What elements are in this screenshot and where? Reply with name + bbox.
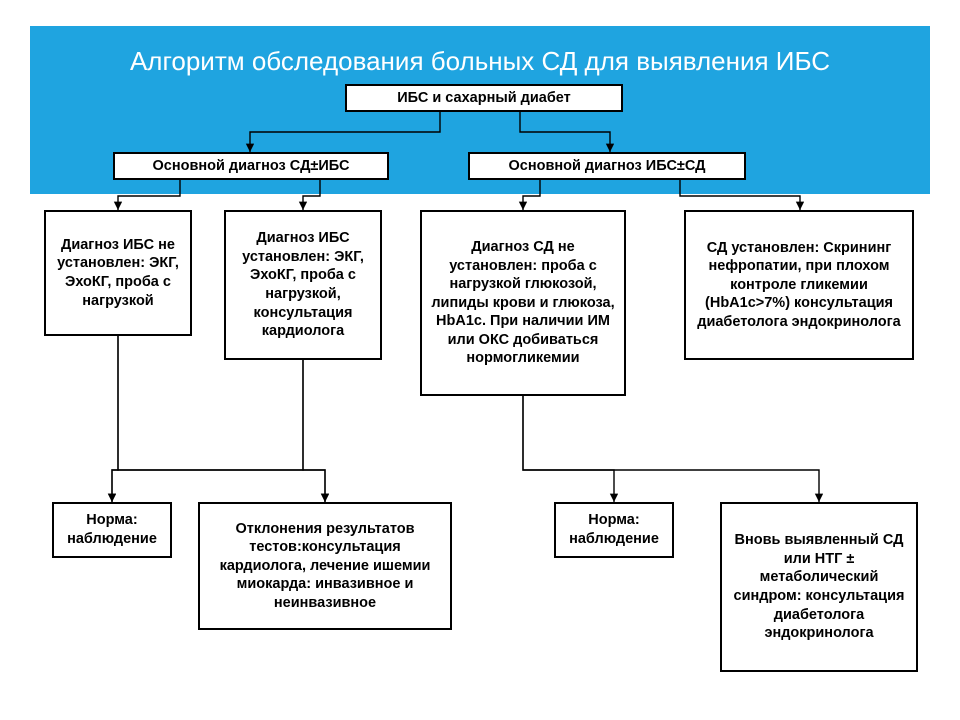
node-l2c: Диагноз СД не установлен: проба с нагруз… bbox=[420, 210, 626, 396]
node-l3d: Вновь выявленный СД или НТГ ± метаболиче… bbox=[720, 502, 918, 672]
node-root: ИБС и сахарный диабет bbox=[345, 84, 623, 112]
node-l2b: Диагноз ИБС установлен: ЭКГ, ЭхоКГ, проб… bbox=[224, 210, 382, 360]
node-l2a: Диагноз ИБС не установлен: ЭКГ, ЭхоКГ, п… bbox=[44, 210, 192, 336]
node-l1b: Основной диагноз ИБС±СД bbox=[468, 152, 746, 180]
node-l2d: СД установлен: Скрининг нефропатии, при … bbox=[684, 210, 914, 360]
node-l1a: Основной диагноз СД±ИБС bbox=[113, 152, 389, 180]
node-l3c: Норма: наблюдение bbox=[554, 502, 674, 558]
page-title: Алгоритм обследования больных СД для выя… bbox=[60, 46, 900, 77]
node-l3b: Отклонения результатов тестов:консультац… bbox=[198, 502, 452, 630]
node-l3a: Норма: наблюдение bbox=[52, 502, 172, 558]
